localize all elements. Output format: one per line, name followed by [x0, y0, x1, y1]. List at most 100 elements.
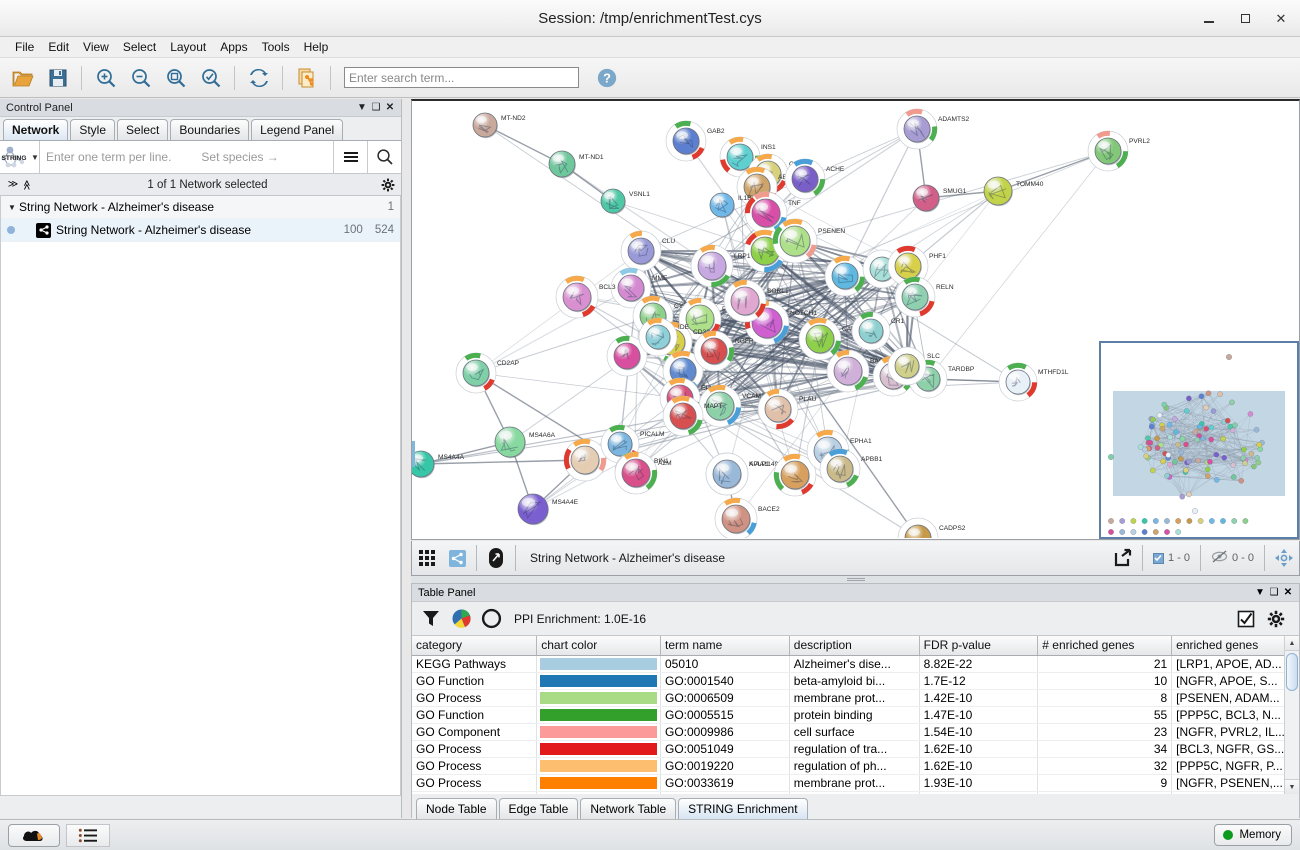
chevron-down-icon[interactable]: ▼: [8, 202, 16, 212]
tab-node-table[interactable]: Node Table: [416, 798, 497, 819]
menu-view[interactable]: View: [83, 40, 109, 54]
network-node[interactable]: BACE1: [826, 349, 892, 393]
col-enriched-genes[interactable]: enriched genes: [1171, 636, 1299, 656]
tab-legend-panel[interactable]: Legend Panel: [251, 119, 344, 140]
tab-style[interactable]: Style: [70, 119, 116, 140]
scroll-down-icon[interactable]: ▼: [1285, 779, 1299, 794]
table-row[interactable]: GO Process GO:0006509 membrane prot... 1.42…: [412, 689, 1299, 707]
network-node[interactable]: ACHE: [784, 158, 845, 200]
close-panel-icon[interactable]: ✕: [1283, 587, 1293, 598]
tab-select[interactable]: Select: [117, 119, 169, 140]
chevron-down-icon[interactable]: ▼: [31, 152, 39, 162]
network-node[interactable]: BACE2: [714, 497, 780, 538]
network-node[interactable]: VSNL1: [600, 188, 650, 215]
network-node[interactable]: TNF: [744, 191, 801, 235]
col-term-name[interactable]: term name: [660, 636, 790, 656]
float-panel-icon[interactable]: ❑: [1269, 587, 1279, 598]
menu-tools[interactable]: Tools: [261, 40, 290, 54]
network-node[interactable]: PSENEN: [772, 218, 845, 264]
maximize-button[interactable]: [1232, 7, 1258, 31]
tree-row-root[interactable]: ▼ String Network - Alzheimer's disease 1: [1, 196, 400, 219]
network-node[interactable]: ADAMTS2: [896, 108, 969, 150]
pie-chart-icon[interactable]: [446, 604, 476, 634]
cloud-icon[interactable]: [8, 823, 60, 847]
network-node[interactable]: CADPS2: [897, 517, 966, 538]
network-node[interactable]: VCAM1: [698, 384, 765, 428]
set-species-link[interactable]: Set species →: [201, 150, 279, 164]
refresh-icon[interactable]: [242, 62, 275, 94]
network-node[interactable]: MT-ND2: [472, 112, 526, 139]
string-app-icon[interactable]: [442, 542, 472, 575]
table-row[interactable]: GO Function GO:0005515 protein binding 1.47…: [412, 706, 1299, 724]
expand-all-icon[interactable]: ≫: [21, 179, 33, 190]
tab-string-enrichment[interactable]: STRING Enrichment: [678, 798, 808, 819]
search-icon[interactable]: [368, 141, 401, 173]
zoom-out-icon[interactable]: [124, 62, 157, 94]
network-node[interactable]: CLU: [620, 230, 675, 272]
network-node[interactable]: MS4A4A: [412, 450, 465, 479]
menu-apps[interactable]: Apps: [220, 40, 248, 54]
table-vertical-scrollbar[interactable]: ▲ ▼: [1284, 636, 1299, 794]
scroll-up-icon[interactable]: ▲: [1285, 636, 1299, 651]
menu-help[interactable]: Help: [303, 40, 329, 54]
network-node[interactable]: MS4A6A: [494, 426, 556, 459]
table-row[interactable]: GO Component GO:0009986 cell surface 1.54E-…: [412, 723, 1299, 741]
string-logo-icon[interactable]: STRING ▼: [0, 141, 40, 173]
close-panel-icon[interactable]: ✕: [385, 102, 395, 113]
help-icon[interactable]: ?: [595, 66, 619, 90]
chevron-down-icon[interactable]: ▼: [357, 102, 367, 113]
network-nodes[interactable]: MT-ND2 MT-ND1 VSNL1 ADAMTS2 PVRL2 SMUG1 TOMM40…: [412, 108, 1150, 538]
node-expand-icon[interactable]: [481, 542, 511, 575]
panel-resize-handle[interactable]: [411, 576, 1300, 583]
tree-row-network[interactable]: String Network - Alzheimer's disease 100…: [1, 219, 400, 242]
table-row[interactable]: GO Process GO:0050435beta-amyloid m...2.0…: [412, 791, 1299, 794]
tab-network-table[interactable]: Network Table: [580, 798, 677, 819]
selected-nodes-counter[interactable]: 1 - 0: [1147, 552, 1196, 564]
network-node[interactable]: CD2AP: [455, 352, 520, 394]
tab-edge-table[interactable]: Edge Table: [498, 798, 579, 819]
col-category[interactable]: category: [412, 636, 538, 656]
network-node[interactable]: NGFR: [693, 330, 754, 372]
network-node[interactable]: SMUG1: [912, 184, 967, 213]
network-node[interactable]: EFNA5: [773, 453, 839, 497]
network-node[interactable]: PICALM: [600, 424, 665, 464]
network-node[interactable]: CR1: [851, 311, 905, 351]
network-node[interactable]: MAPT: [662, 395, 722, 437]
save-session-icon[interactable]: [41, 62, 74, 94]
enrichment-table-wrapper[interactable]: category chart color term name descripti…: [412, 636, 1299, 794]
network-canvas[interactable]: MT-ND2 MT-ND1 VSNL1 ADAMTS2 PVRL2 SMUG1 TOMM40…: [411, 99, 1300, 540]
search-input[interactable]: Enter search term...: [344, 67, 579, 88]
table-row[interactable]: GO Process GO:0019220 regulation of ph... 1…: [412, 757, 1299, 775]
network-node[interactable]: A2M: [614, 451, 672, 495]
network-node[interactable]: MME: [610, 267, 668, 309]
string-term-input[interactable]: Enter one term per line. Set species →: [40, 141, 333, 173]
table-row[interactable]: KEGG Pathways 05010 Alzheimer's dise... 8.8…: [412, 655, 1299, 673]
hidden-nodes-counter[interactable]: 0 - 0: [1205, 550, 1260, 566]
network-graph[interactable]: MT-ND2 MT-ND1 VSNL1 ADAMTS2 PVRL2 SMUG1 TOMM40…: [412, 101, 1299, 538]
network-node[interactable]: TOMM40: [983, 176, 1044, 207]
tab-network[interactable]: Network: [3, 119, 69, 140]
chevron-down-icon[interactable]: ▼: [1255, 587, 1265, 598]
table-row[interactable]: GO Process GO:0033619 membrane prot... 1.93…: [412, 774, 1299, 792]
network-node[interactable]: LRP1: [690, 244, 751, 288]
menu-layout[interactable]: Layout: [170, 40, 207, 54]
network-node[interactable]: GAB2: [665, 120, 725, 162]
network-node[interactable]: BCL3: [555, 275, 616, 319]
col-enriched-count[interactable]: # enriched genes: [1037, 636, 1173, 656]
open-session-icon[interactable]: [6, 62, 39, 94]
tab-boundaries[interactable]: Boundaries: [170, 119, 250, 140]
memory-status-button[interactable]: Memory: [1214, 824, 1292, 846]
table-row[interactable]: GO Function GO:0001540 beta-amyloid bi... 1…: [412, 672, 1299, 690]
network-node[interactable]: APBB1: [819, 448, 883, 490]
share-network-icon[interactable]: [290, 62, 323, 94]
network-node[interactable]: PPP5C: [606, 335, 670, 377]
close-button[interactable]: ✕: [1275, 10, 1287, 26]
filter-icon[interactable]: [416, 604, 446, 634]
menu-file[interactable]: File: [15, 40, 35, 54]
task-list-icon[interactable]: [66, 823, 110, 847]
network-node[interactable]: SLC: [887, 346, 940, 386]
export-image-icon[interactable]: [1108, 542, 1138, 575]
zoom-in-icon[interactable]: [89, 62, 122, 94]
col-description[interactable]: description: [789, 636, 920, 656]
checkbox-checked-icon[interactable]: [1231, 604, 1261, 634]
